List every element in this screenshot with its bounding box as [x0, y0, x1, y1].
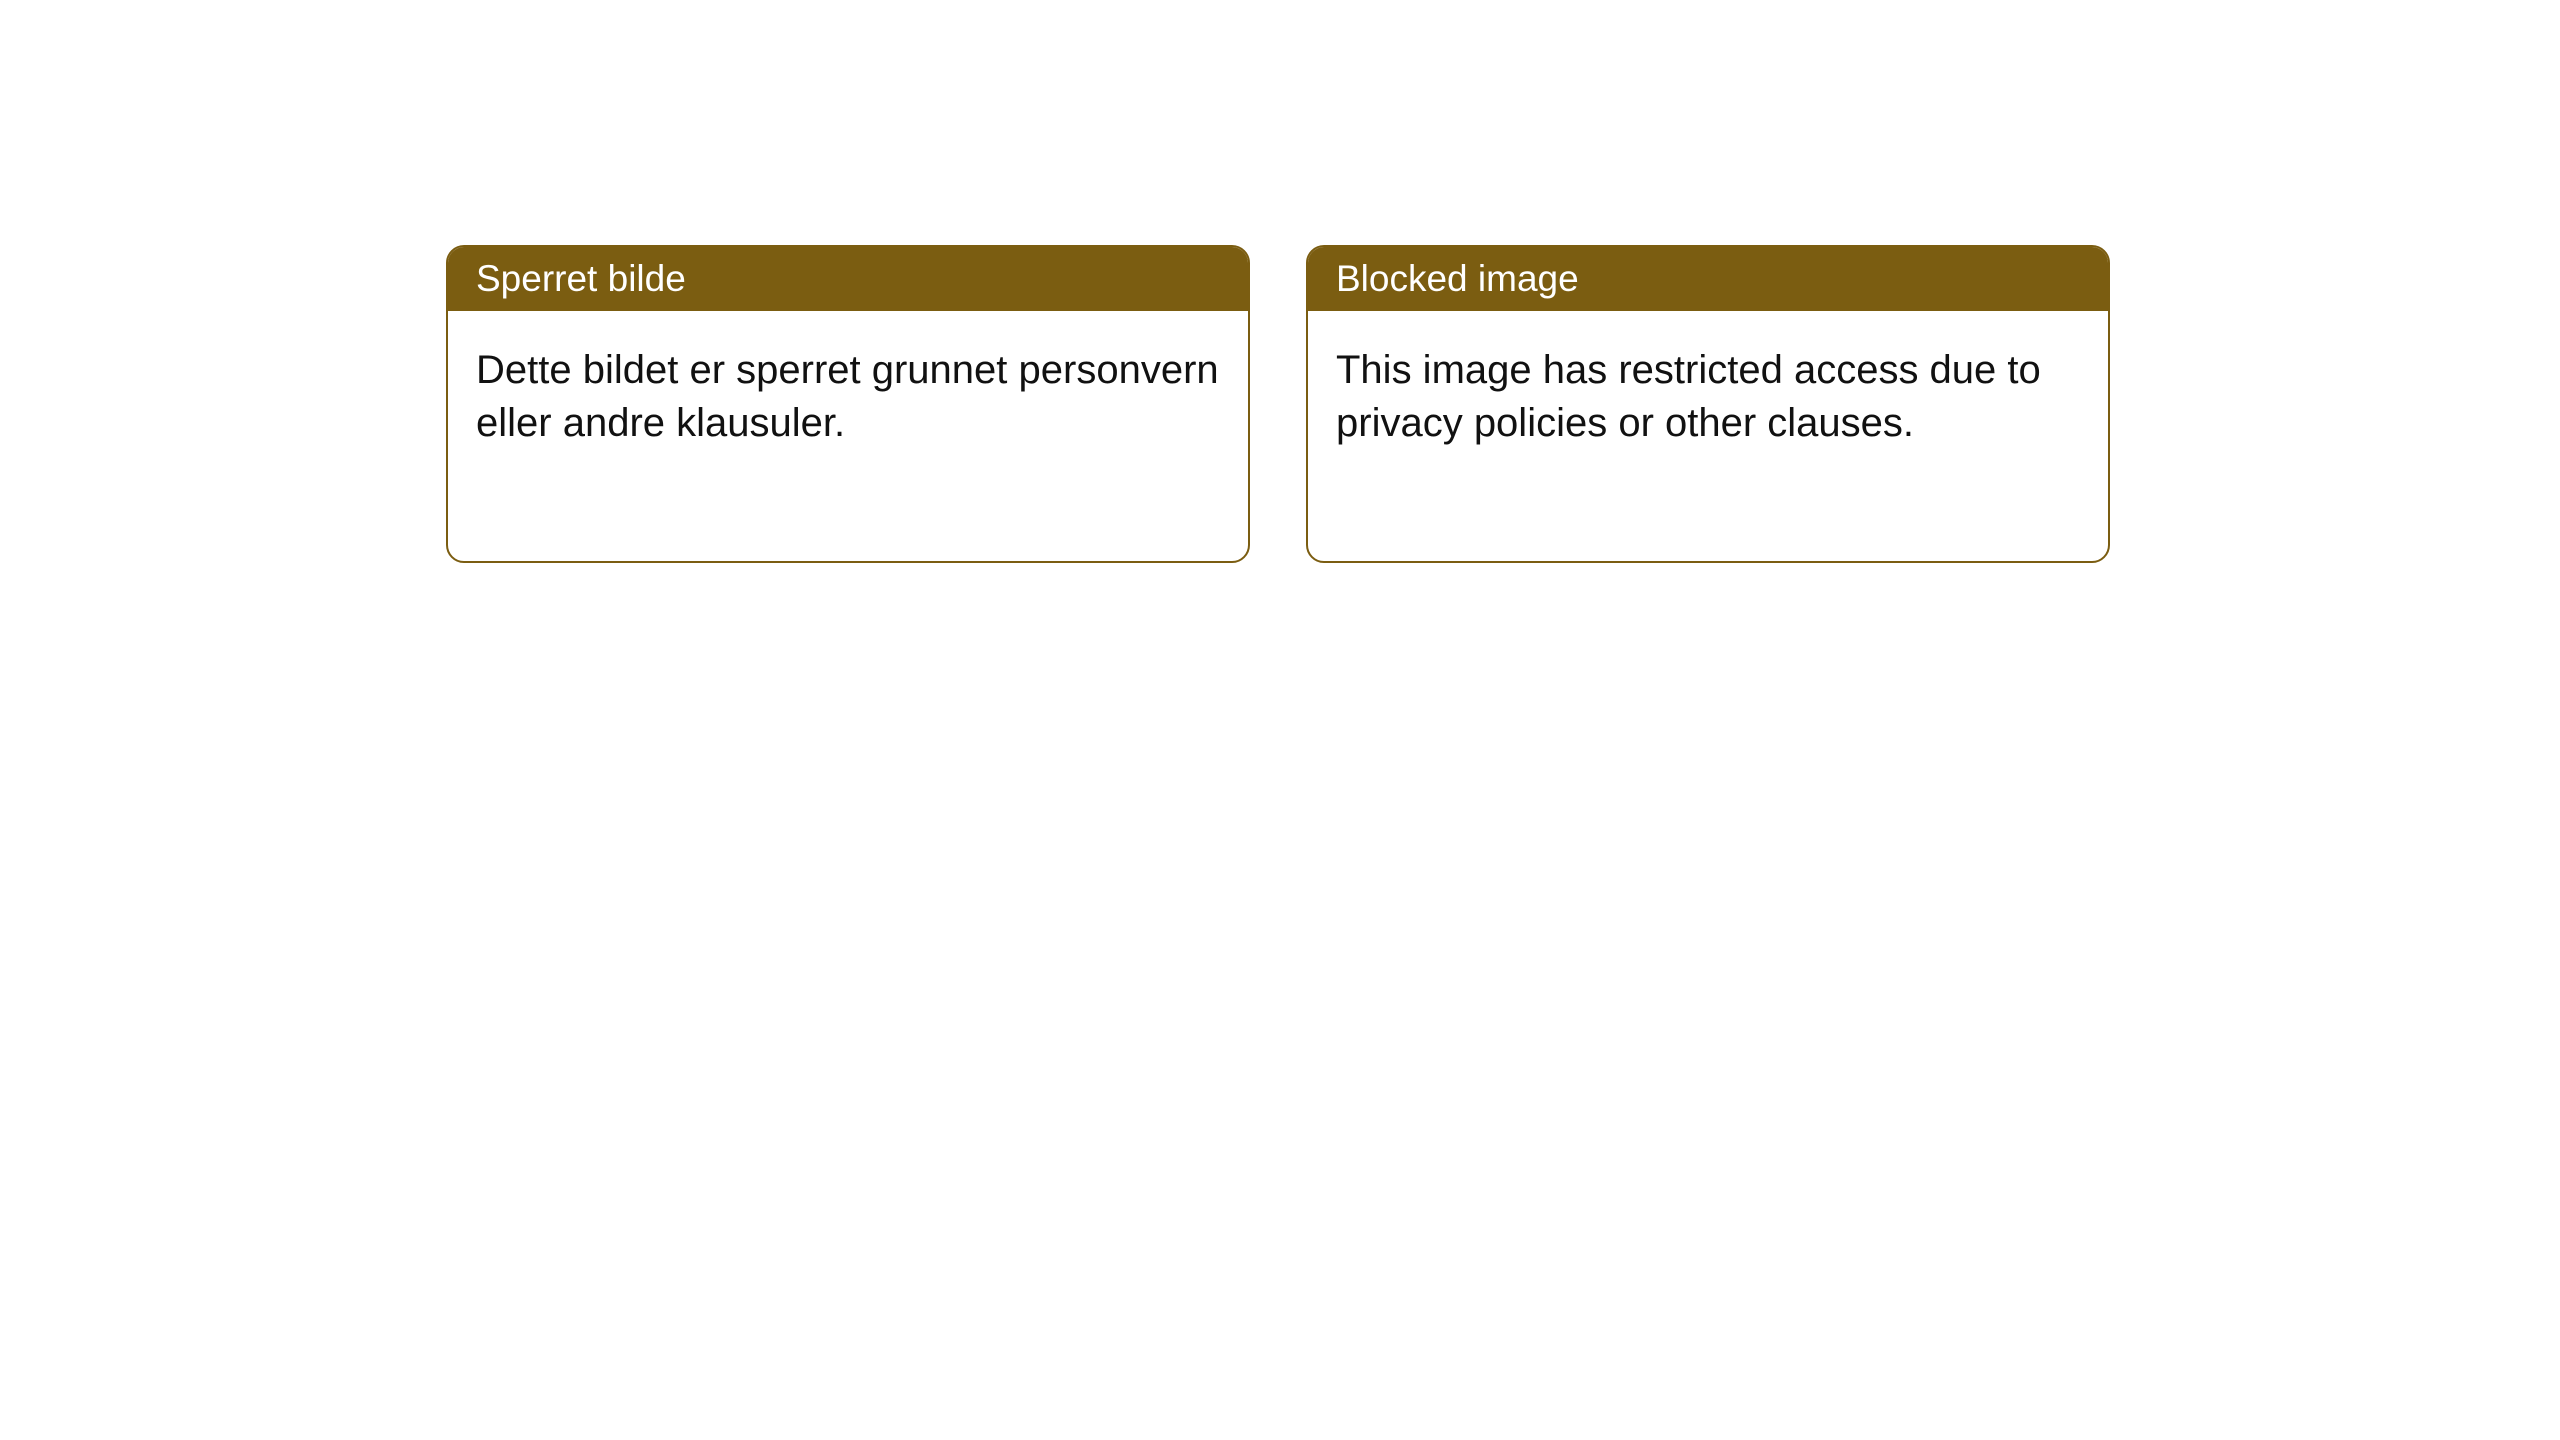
notice-box-norwegian: Sperret bilde Dette bildet er sperret gr… — [446, 245, 1250, 563]
notice-container: Sperret bilde Dette bildet er sperret gr… — [446, 245, 2110, 563]
notice-body: This image has restricted access due to … — [1308, 311, 2108, 561]
notice-body: Dette bildet er sperret grunnet personve… — [448, 311, 1248, 561]
notice-title: Blocked image — [1336, 258, 1579, 299]
notice-header: Blocked image — [1308, 247, 2108, 311]
notice-title: Sperret bilde — [476, 258, 686, 299]
notice-body-text: Dette bildet er sperret grunnet personve… — [476, 348, 1219, 445]
notice-header: Sperret bilde — [448, 247, 1248, 311]
notice-body-text: This image has restricted access due to … — [1336, 348, 2041, 445]
notice-box-english: Blocked image This image has restricted … — [1306, 245, 2110, 563]
